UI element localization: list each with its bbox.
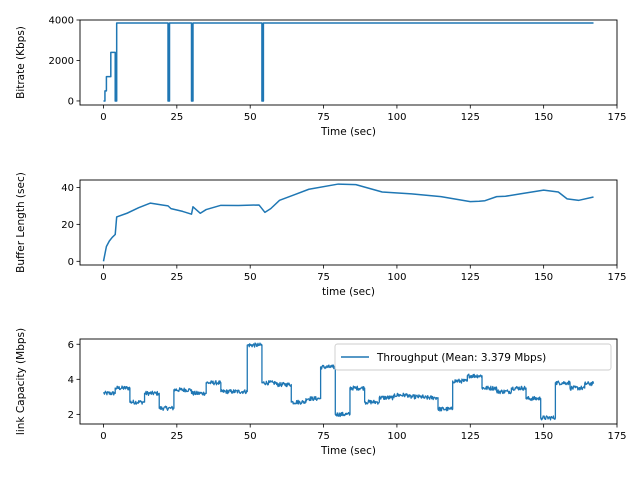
link-capacity-x-tick-label: 150 xyxy=(534,431,553,442)
bitrate-axes-frame xyxy=(79,19,618,106)
link-capacity-x-tick-label: 0 xyxy=(100,431,106,442)
buffer-length-x-tick-label: 50 xyxy=(244,272,257,283)
link-capacity-series-line xyxy=(102,342,595,421)
link-capacity-legend-label: Throughput (Mean: 3.379 Mbps) xyxy=(376,352,546,364)
buffer-length-x-tick-label: 75 xyxy=(317,272,330,283)
buffer-length-x-tick-label: 100 xyxy=(387,272,406,283)
bitrate-y-axis-label: Bitrate (Kbps) xyxy=(15,26,27,99)
link-capacity-x-tick-label: 100 xyxy=(387,431,406,442)
buffer-length-x-tick-label: 25 xyxy=(170,272,183,283)
link-capacity-x-tick-label: 175 xyxy=(607,431,626,442)
link-capacity-y-tick-label: 6 xyxy=(68,340,74,351)
link-capacity-x-tick-label: 25 xyxy=(170,431,183,442)
buffer-length-x-axis-label: time (sec) xyxy=(322,286,375,298)
bitrate-x-axis-label: Time (sec) xyxy=(320,126,376,138)
bitrate-panel: 0 25 50 75 100 125 150 175 0 2000 4000 Time (sec) Bi… xyxy=(15,16,627,138)
bitrate-series-line xyxy=(103,22,594,102)
buffer-length-axes-frame xyxy=(79,179,618,266)
buffer-length-y-axis-label: Buffer Length (sec) xyxy=(15,172,27,273)
bitrate-x-tick-label: 100 xyxy=(387,112,406,123)
link-capacity-x-tick-label: 75 xyxy=(317,431,330,442)
buffer-length-x-tick-label: 150 xyxy=(534,272,553,283)
buffer-length-x-tick-label: 125 xyxy=(461,272,480,283)
buffer-length-y-tick-label: 20 xyxy=(61,220,74,231)
link-capacity-x-tick-label: 125 xyxy=(461,431,480,442)
bitrate-x-tick-label: 175 xyxy=(607,112,626,123)
link-capacity-x-axis-label: Time (sec) xyxy=(320,445,376,457)
bitrate-x-tick-label: 50 xyxy=(244,112,257,123)
link-capacity-x-tick-label: 50 xyxy=(244,431,257,442)
bitrate-y-tick-label: 4000 xyxy=(49,16,74,27)
bitrate-y-tick-label: 2000 xyxy=(49,56,74,67)
link-capacity-axes-frame xyxy=(79,338,618,425)
link-capacity-y-tick-label: 2 xyxy=(68,410,74,421)
buffer-length-x-tick-label: 0 xyxy=(100,272,106,283)
buffer-length-series-line xyxy=(102,183,594,262)
bitrate-y-tick-label: 0 xyxy=(68,97,74,108)
bitrate-x-tick-label: 25 xyxy=(170,112,183,123)
buffer-length-y-tick-label: 0 xyxy=(68,257,74,268)
link-capacity-y-axis-label: link Capacity (Mbps) xyxy=(15,328,27,435)
bitrate-x-tick-label: 125 xyxy=(461,112,480,123)
link-capacity-legend xyxy=(334,343,612,371)
buffer-length-x-tick-label: 175 xyxy=(607,272,626,283)
link-capacity-y-tick-label: 4 xyxy=(68,375,74,386)
buffer-length-panel: 0 25 50 75 100 125 150 175 0 20 40 time (sec) Buffer… xyxy=(15,172,627,298)
bitrate-x-tick-label: 150 xyxy=(534,112,553,123)
bitrate-x-tick-label: 0 xyxy=(100,112,106,123)
buffer-length-y-tick-label: 40 xyxy=(61,183,74,194)
link-capacity-panel: 0 25 50 75 100 125 150 175 2 4 6 Time (sec) link Cap… xyxy=(15,328,627,457)
bitrate-x-tick-label: 75 xyxy=(317,112,330,123)
